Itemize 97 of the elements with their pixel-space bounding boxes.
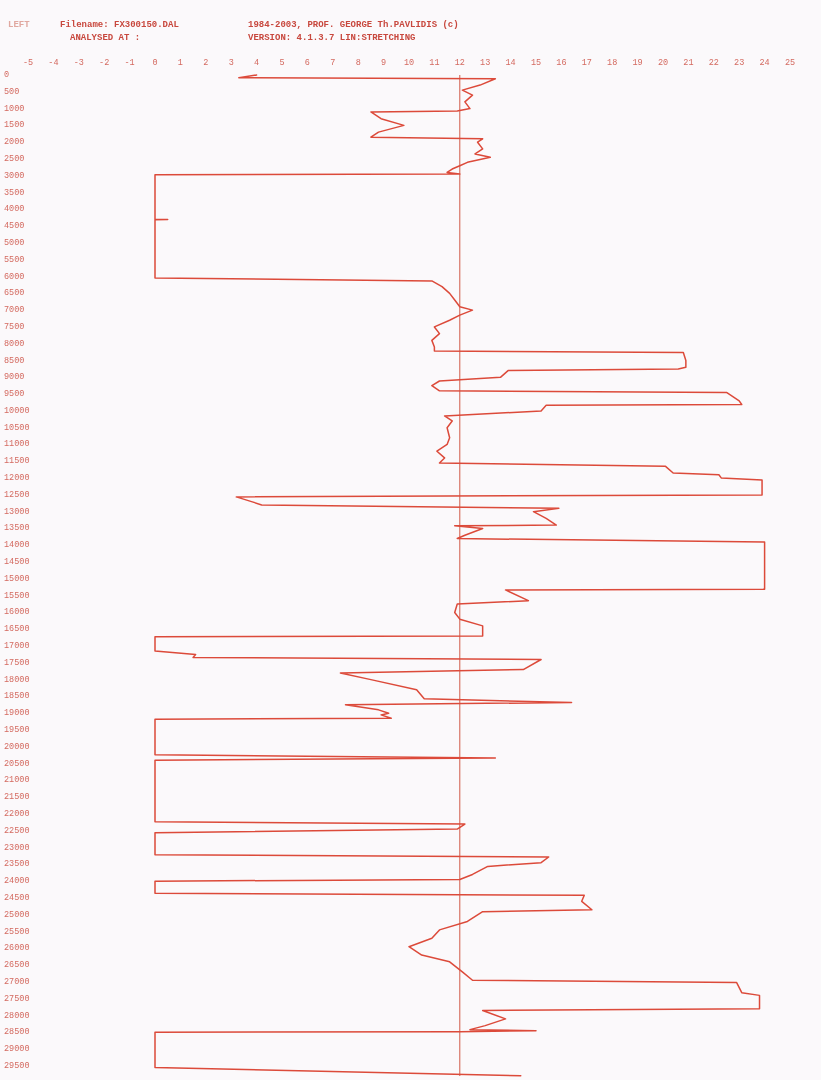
y-tick-label: 26000 [4,943,30,954]
x-tick-label: 12 [454,58,465,68]
x-tick-label: 13 [480,58,491,68]
x-tick-label: 7 [330,58,336,68]
y-tick-label: 18500 [4,691,30,702]
y-tick-label: 1500 [4,120,25,131]
y-tick-label: 18000 [4,674,30,685]
y-tick-label: 7000 [4,305,25,316]
x-tick-label: 2 [203,58,209,68]
y-tick-label: 19500 [4,725,30,736]
y-tick-label: 6000 [4,271,25,282]
x-tick-label: -2 [99,58,110,68]
y-tick-label: 14000 [4,540,30,551]
y-tick-label: 26500 [4,960,30,971]
x-tick-label: -3 [73,58,84,68]
y-tick-label: 23000 [4,842,30,853]
x-tick-label: 3 [228,58,234,68]
y-tick-label: 28000 [4,1010,30,1021]
y-tick-label: 20500 [4,758,30,769]
y-tick-label: 3500 [4,187,25,198]
x-tick-label: 10 [403,58,415,68]
y-tick-label: 21000 [4,775,30,786]
y-tick-label: 28500 [4,1027,30,1038]
x-tick-label: 23 [734,58,745,68]
y-tick-label: 25000 [4,909,30,920]
y-tick-label: 14500 [4,557,30,568]
y-tick-label: 11500 [4,456,30,467]
y-tick-label: 4000 [4,204,25,215]
x-tick-label: 21 [683,58,694,68]
y-tick-label: 7500 [4,321,25,332]
y-tick-label: 9500 [4,389,25,400]
x-tick-label: 15 [530,58,542,68]
y-tick-label: 500 [4,86,20,97]
x-tick-label: -1 [124,58,135,68]
y-tick-label: 10500 [4,422,30,433]
y-tick-label: 22000 [4,808,30,819]
y-tick-label: 5500 [4,254,25,265]
y-tick-label: 25500 [4,926,30,937]
text: VERSION: 4.1.3.7 LIN:STRETCHING [248,33,416,43]
x-tick-label: 19 [632,58,643,68]
x-tick-label: 8 [355,58,361,68]
y-tick-label: 1000 [4,103,25,114]
x-tick-label: 5 [279,58,285,68]
x-tick-label: 11 [429,58,440,68]
text: Filename: FX300150.DAL [60,20,179,30]
y-tick-label: 19000 [4,708,30,719]
x-tick-label: 6 [304,58,310,68]
x-tick-label: -4 [48,58,59,68]
x-tick-label: 14 [505,58,516,68]
text: ANALYSED AT : [70,33,141,43]
y-tick-label: 4500 [4,221,25,232]
y-tick-label: 8500 [4,355,25,366]
y-tick-label: 6500 [4,288,25,299]
x-tick-label: 4 [254,58,260,68]
y-tick-label: 16000 [4,607,30,618]
y-tick-label: 3000 [4,170,25,181]
y-tick-label: 15000 [4,573,30,584]
y-tick-label: 29500 [4,1060,30,1071]
y-tick-label: 20000 [4,741,30,752]
x-tick-label: 0 [152,58,158,68]
y-tick-label: 13500 [4,523,30,534]
y-tick-label: 5000 [4,237,25,248]
text: LEFT [8,20,31,30]
x-tick-label: -5 [22,58,34,68]
y-tick-label: 24000 [4,876,30,887]
y-tick-label: 8000 [4,338,25,349]
y-tick-label: 17500 [4,657,30,668]
x-tick-label: 18 [607,58,618,68]
y-tick-label: 0 [4,70,10,80]
y-tick-label: 2000 [4,137,25,148]
y-tick-label: 11000 [4,439,30,450]
y-tick-label: 29000 [4,1044,30,1055]
x-tick-label: 25 [784,58,796,68]
y-tick-label: 9000 [4,372,25,383]
y-tick-label: 15500 [4,590,30,601]
x-tick-label: 24 [759,58,770,68]
line-series [154,74,766,1077]
y-tick-label: 12000 [4,473,30,484]
y-tick-label: 10000 [4,405,30,416]
x-tick-label: 1 [177,58,183,68]
x-tick-label: 9 [381,58,387,68]
x-tick-label: 17 [581,58,592,68]
y-tick-label: 2500 [4,153,25,164]
y-tick-label: 16500 [4,624,30,635]
y-tick-label: 17000 [4,641,30,652]
x-tick-label: 22 [708,58,719,68]
y-tick-label: 24500 [4,892,30,903]
x-tick-label: 16 [556,58,567,68]
y-tick-label: 23500 [4,859,30,870]
x-tick-label: 20 [657,58,669,68]
y-tick-label: 13000 [4,506,30,517]
y-tick-label: 27500 [4,993,30,1004]
y-tick-label: 27000 [4,976,30,987]
text: 1984-2003, PROF. GEORGE Th.PAVLIDIS (c) [248,20,459,30]
y-tick-label: 22500 [4,825,30,836]
y-tick-label: 21500 [4,792,30,803]
y-tick-label: 12500 [4,489,30,500]
